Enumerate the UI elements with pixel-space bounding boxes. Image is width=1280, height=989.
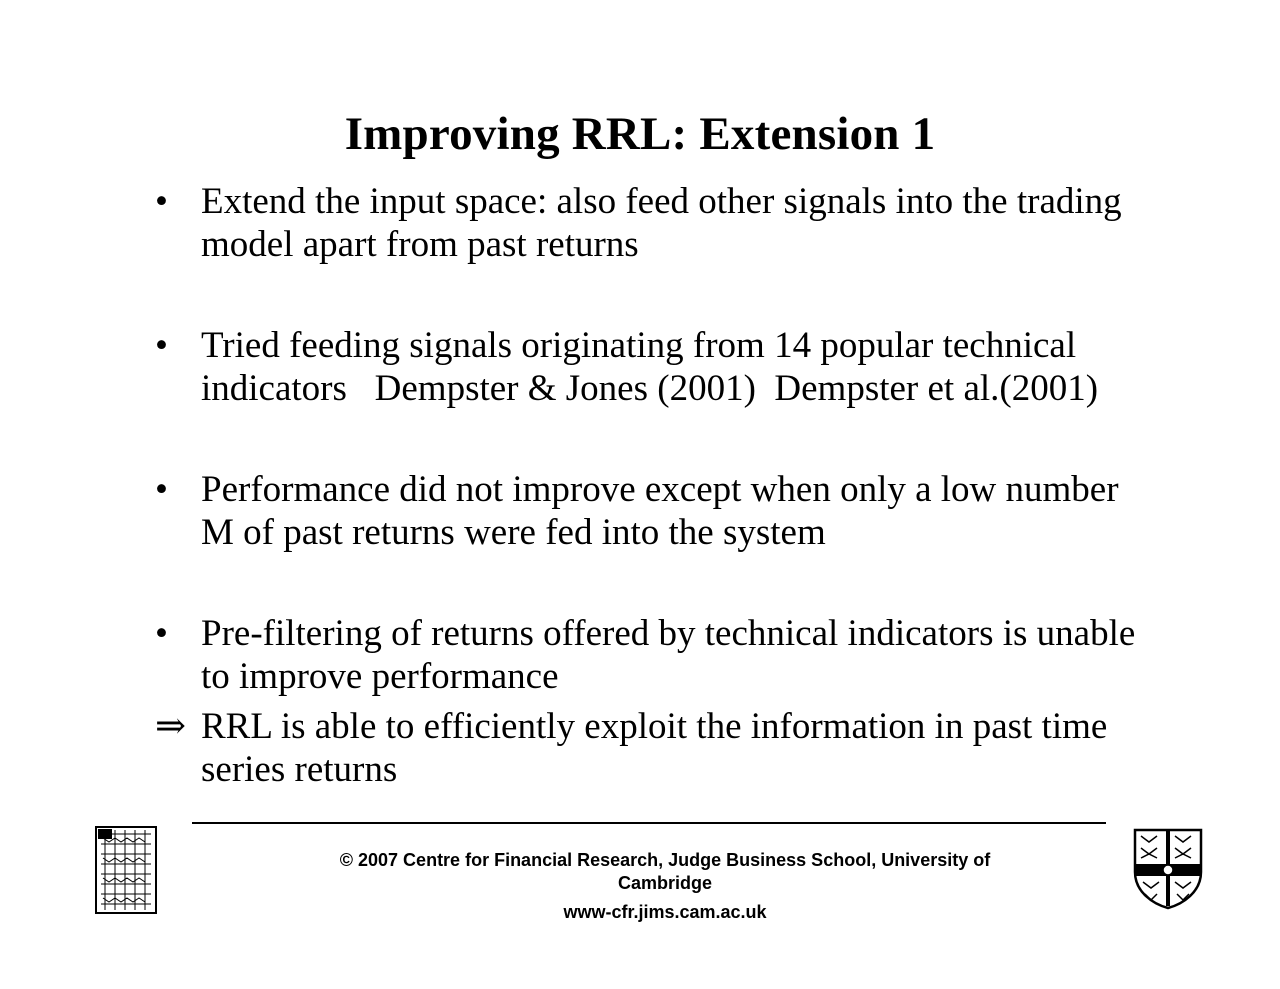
bullet-marker: • [155, 325, 168, 366]
conclusion-item: ⇒ RRL is able to efficiently exploit the… [155, 705, 1215, 791]
bullet-item: • Extend the input space: also feed othe… [155, 180, 1215, 266]
bullet-text: Performance did not improve except when … [201, 469, 1119, 553]
copyright-text: © 2007 Centre for Financial Research, Ju… [339, 850, 991, 893]
implies-arrow: ⇒ [155, 706, 187, 747]
bullet-text: Extend the input space: also feed other … [201, 181, 1122, 265]
slide-title: Improving RRL: Extension 1 [344, 108, 936, 160]
footer-url: www-cfr.jims.cam.ac.uk [563, 902, 767, 922]
bullet-text: Pre-filtering of returns offered by tech… [201, 613, 1136, 697]
footer-divider [192, 822, 1106, 824]
bullet-marker: • [155, 181, 168, 222]
university-crest-icon [1133, 828, 1203, 910]
bullet-marker: • [155, 469, 168, 510]
cfr-logo-icon [95, 826, 157, 914]
bullet-text: Tried feeding signals originating from 1… [201, 325, 1099, 409]
bullet-marker: • [155, 613, 168, 654]
conclusion-text: RRL is able to efficiently exploit the i… [201, 706, 1108, 790]
bullet-item: • Tried feeding signals originating from… [155, 324, 1215, 410]
footer: © 2007 Centre for Financial Research, Ju… [300, 849, 1030, 924]
bullet-item: • Performance did not improve except whe… [155, 468, 1215, 554]
bullet-item: • Pre-filtering of returns offered by te… [155, 612, 1215, 698]
